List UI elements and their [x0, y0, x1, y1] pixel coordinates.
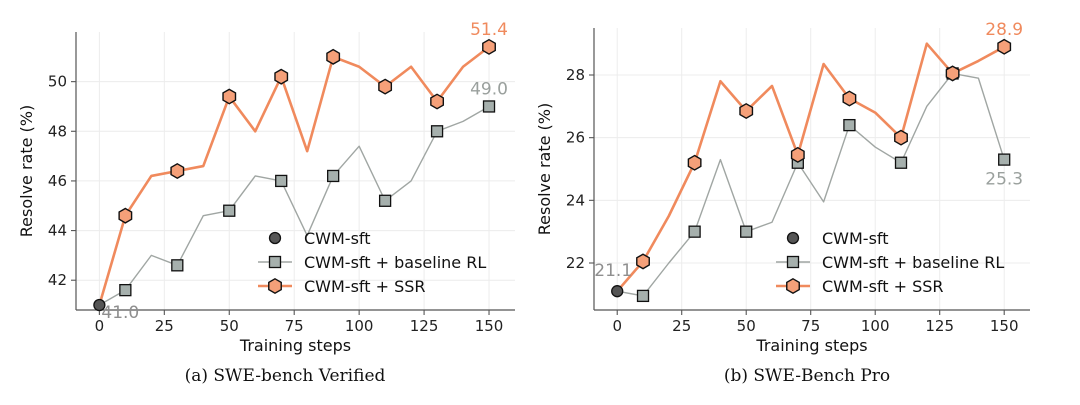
data-label-baseline: 25.3 — [985, 170, 1023, 190]
ssr-marker — [894, 129, 908, 146]
ssr-marker — [482, 38, 496, 55]
ssr-marker — [274, 68, 289, 85]
x-tick-label: 50 — [220, 317, 239, 335]
data-label-ssr: 51.4 — [470, 20, 508, 40]
ssr-marker — [170, 162, 185, 180]
ssr-marker — [118, 207, 133, 224]
legend-label-cwm: CWM-sft — [822, 229, 889, 248]
ssr-marker — [687, 154, 702, 171]
x-tick-label: 150 — [990, 317, 1019, 335]
baseline-marker — [636, 289, 650, 303]
legend-label-baseline: CWM-sft + baseline RL — [822, 253, 1004, 272]
x-tick-label: 50 — [737, 317, 756, 335]
caption-b: (b) SWE-Bench Pro — [723, 366, 891, 386]
ssr-marker — [997, 38, 1012, 55]
ssr-marker — [430, 93, 445, 110]
x-tick-label: 75 — [801, 317, 820, 335]
y-tick-label: 26 — [566, 129, 585, 147]
baseline-marker — [378, 194, 392, 207]
ssr-marker — [790, 146, 805, 163]
baseline-marker — [688, 225, 701, 238]
data-label-ssr: 28.9 — [985, 20, 1023, 40]
x-axis-label: Training steps — [755, 336, 867, 355]
cwm-marker — [611, 285, 624, 298]
ssr-marker — [739, 103, 754, 120]
ssr-series-line — [616, 42, 1005, 293]
y-tick-label: 24 — [566, 191, 585, 209]
ssr-marker — [378, 78, 393, 95]
y-axis-label: Resolve rate (%) — [535, 103, 554, 235]
data-label-baseline: 49.0 — [470, 79, 508, 99]
baseline-marker — [119, 283, 132, 297]
x-axis-label: Training steps — [239, 336, 351, 355]
baseline-marker — [843, 118, 856, 132]
legend-marker-ssr — [268, 277, 282, 295]
x-tick-label: 25 — [672, 317, 691, 335]
ssr-marker — [326, 48, 341, 65]
cwm-marker — [93, 298, 106, 312]
x-tick-label: 125 — [925, 317, 954, 335]
legend-marker-cwm — [786, 231, 800, 245]
x-tick-label: 150 — [475, 317, 504, 335]
legend-label-ssr: CWM-sft + SSR — [822, 277, 944, 296]
x-tick-label: 100 — [345, 317, 374, 335]
legend-label-ssr: CWM-sft + SSR — [304, 277, 426, 296]
legend-marker-ssr — [786, 277, 800, 295]
legend: CWM-sft CWM-sft + baseline RL CWM-sft + SS… — [776, 229, 1004, 296]
baseline-marker — [171, 259, 184, 272]
caption-a: (a) SWE-bench Verified — [184, 366, 386, 386]
legend-marker-baseline — [268, 255, 282, 269]
y-tick-label: 28 — [566, 66, 585, 84]
x-tick-label: 100 — [861, 317, 890, 335]
baseline-series-line — [99, 105, 490, 306]
y-tick-label: 42 — [48, 271, 67, 289]
baseline-marker — [894, 156, 908, 169]
legend-marker-baseline — [786, 255, 800, 269]
ssr-marker — [842, 90, 857, 107]
baseline-marker — [223, 204, 236, 217]
ssr-marker — [945, 65, 960, 82]
baseline-marker — [327, 169, 340, 183]
baseline-marker — [430, 125, 444, 138]
chart-panel-b: 0 25 50 75 100 125 150 22 24 26 28 Training steps Re… — [535, 20, 1030, 355]
ssr-marker — [222, 88, 237, 105]
legend-marker-cwm — [268, 231, 282, 245]
y-tick-label: 46 — [48, 172, 67, 190]
baseline-marker — [275, 174, 288, 188]
y-tick-label: 22 — [566, 254, 585, 272]
y-axis-label: Resolve rate (%) — [17, 105, 36, 237]
baseline-marker — [740, 225, 753, 238]
x-tick-label: 125 — [410, 317, 439, 335]
y-tick-label: 48 — [48, 122, 67, 140]
legend-label-cwm: CWM-sft — [304, 229, 371, 248]
baseline-series-line — [617, 72, 1005, 297]
legend: CWM-sft CWM-sft + baseline RL CWM-sft + SS… — [258, 229, 486, 296]
baseline-marker — [998, 153, 1011, 166]
legend-label-baseline: CWM-sft + baseline RL — [304, 253, 486, 272]
x-tick-label: 0 — [95, 317, 105, 335]
ssr-marker — [636, 253, 650, 270]
y-tick-label: 50 — [48, 73, 67, 91]
ssr-series-line — [98, 45, 490, 306]
data-label-cwm: 41.0 — [101, 303, 139, 323]
x-tick-label: 25 — [155, 317, 174, 335]
baseline-marker — [482, 100, 496, 113]
y-tick-label: 44 — [48, 222, 67, 240]
data-label-cwm: 21.1 — [594, 261, 632, 281]
x-tick-label: 0 — [612, 317, 622, 335]
x-tick-label: 75 — [285, 317, 304, 335]
